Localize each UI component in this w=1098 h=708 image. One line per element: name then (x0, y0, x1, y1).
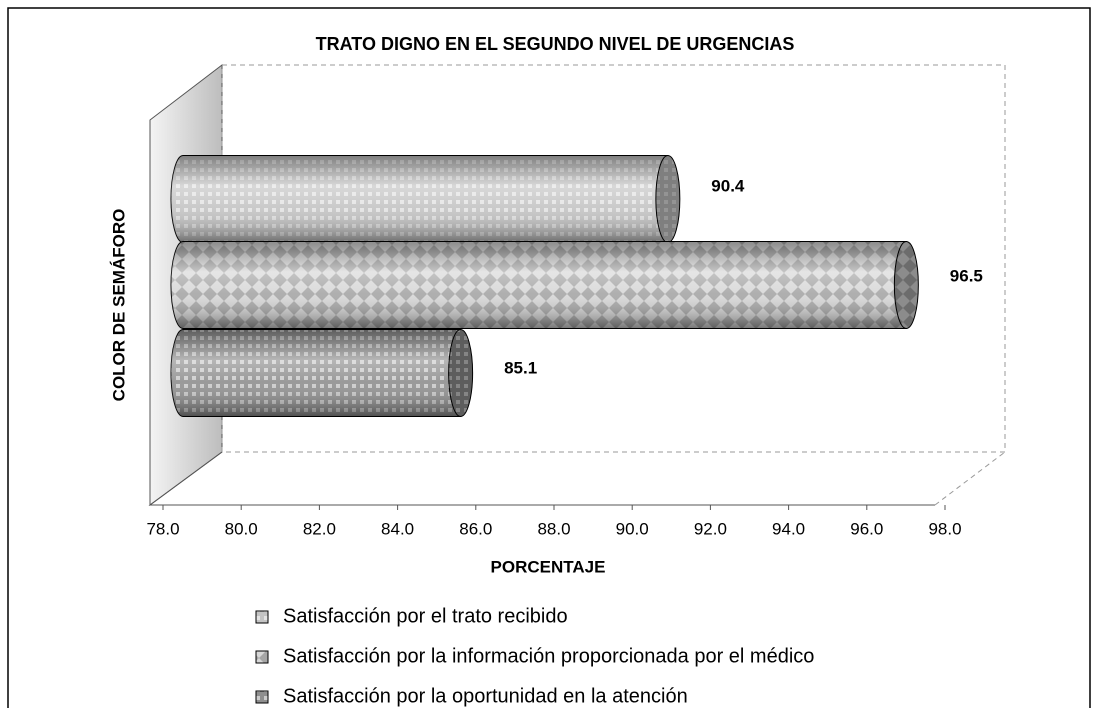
bar-cap-shade (655, 155, 680, 243)
x-tick-label: 98.0 (928, 519, 961, 538)
bar-cap (448, 329, 474, 417)
legend-label: Satisfacción por la oportunidad en la at… (283, 685, 688, 707)
bar-cap-shade (894, 241, 919, 329)
x-tick-label: 88.0 (537, 519, 570, 538)
value-label: 85.1 (504, 358, 537, 377)
y-axis-label: COLOR DE SEMÁFORO (109, 209, 128, 402)
value-label: 96.5 (950, 266, 983, 285)
x-tick-label: 94.0 (772, 519, 805, 538)
legend-label: Satisfacción por el trato recibido (283, 605, 568, 627)
x-tick-label: 92.0 (694, 519, 727, 538)
legend-label: Satisfacción por la información proporci… (283, 645, 814, 667)
x-axis-label: PORCENTAJE (491, 557, 606, 576)
x-tick-label: 90.0 (616, 519, 649, 538)
value-label: 90.4 (711, 176, 745, 195)
x-tick-label: 84.0 (381, 519, 414, 538)
bar-shade (171, 329, 461, 417)
bar-shade (171, 155, 668, 243)
bar (170, 241, 919, 329)
floor-edge (148, 451, 935, 506)
bar-shade (171, 241, 907, 329)
x-tick-label: 78.0 (146, 519, 179, 538)
frame (7, 7, 1091, 708)
bar (170, 329, 474, 417)
chart-title: TRATO DIGNO EN EL SEGUNDO NIVEL DE URGEN… (316, 34, 795, 54)
x-tick-label: 96.0 (850, 519, 883, 538)
legend-swatch (255, 650, 269, 664)
x-tick-label: 86.0 (459, 519, 492, 538)
bar (170, 155, 681, 243)
legend-swatch (255, 610, 269, 624)
x-tick-label: 80.0 (225, 519, 258, 538)
x-tick-label: 82.0 (303, 519, 336, 538)
floor-edge (934, 451, 1006, 506)
legend-swatch (255, 690, 269, 704)
bar-cap (893, 241, 919, 329)
bar-cap-shade (448, 329, 473, 417)
